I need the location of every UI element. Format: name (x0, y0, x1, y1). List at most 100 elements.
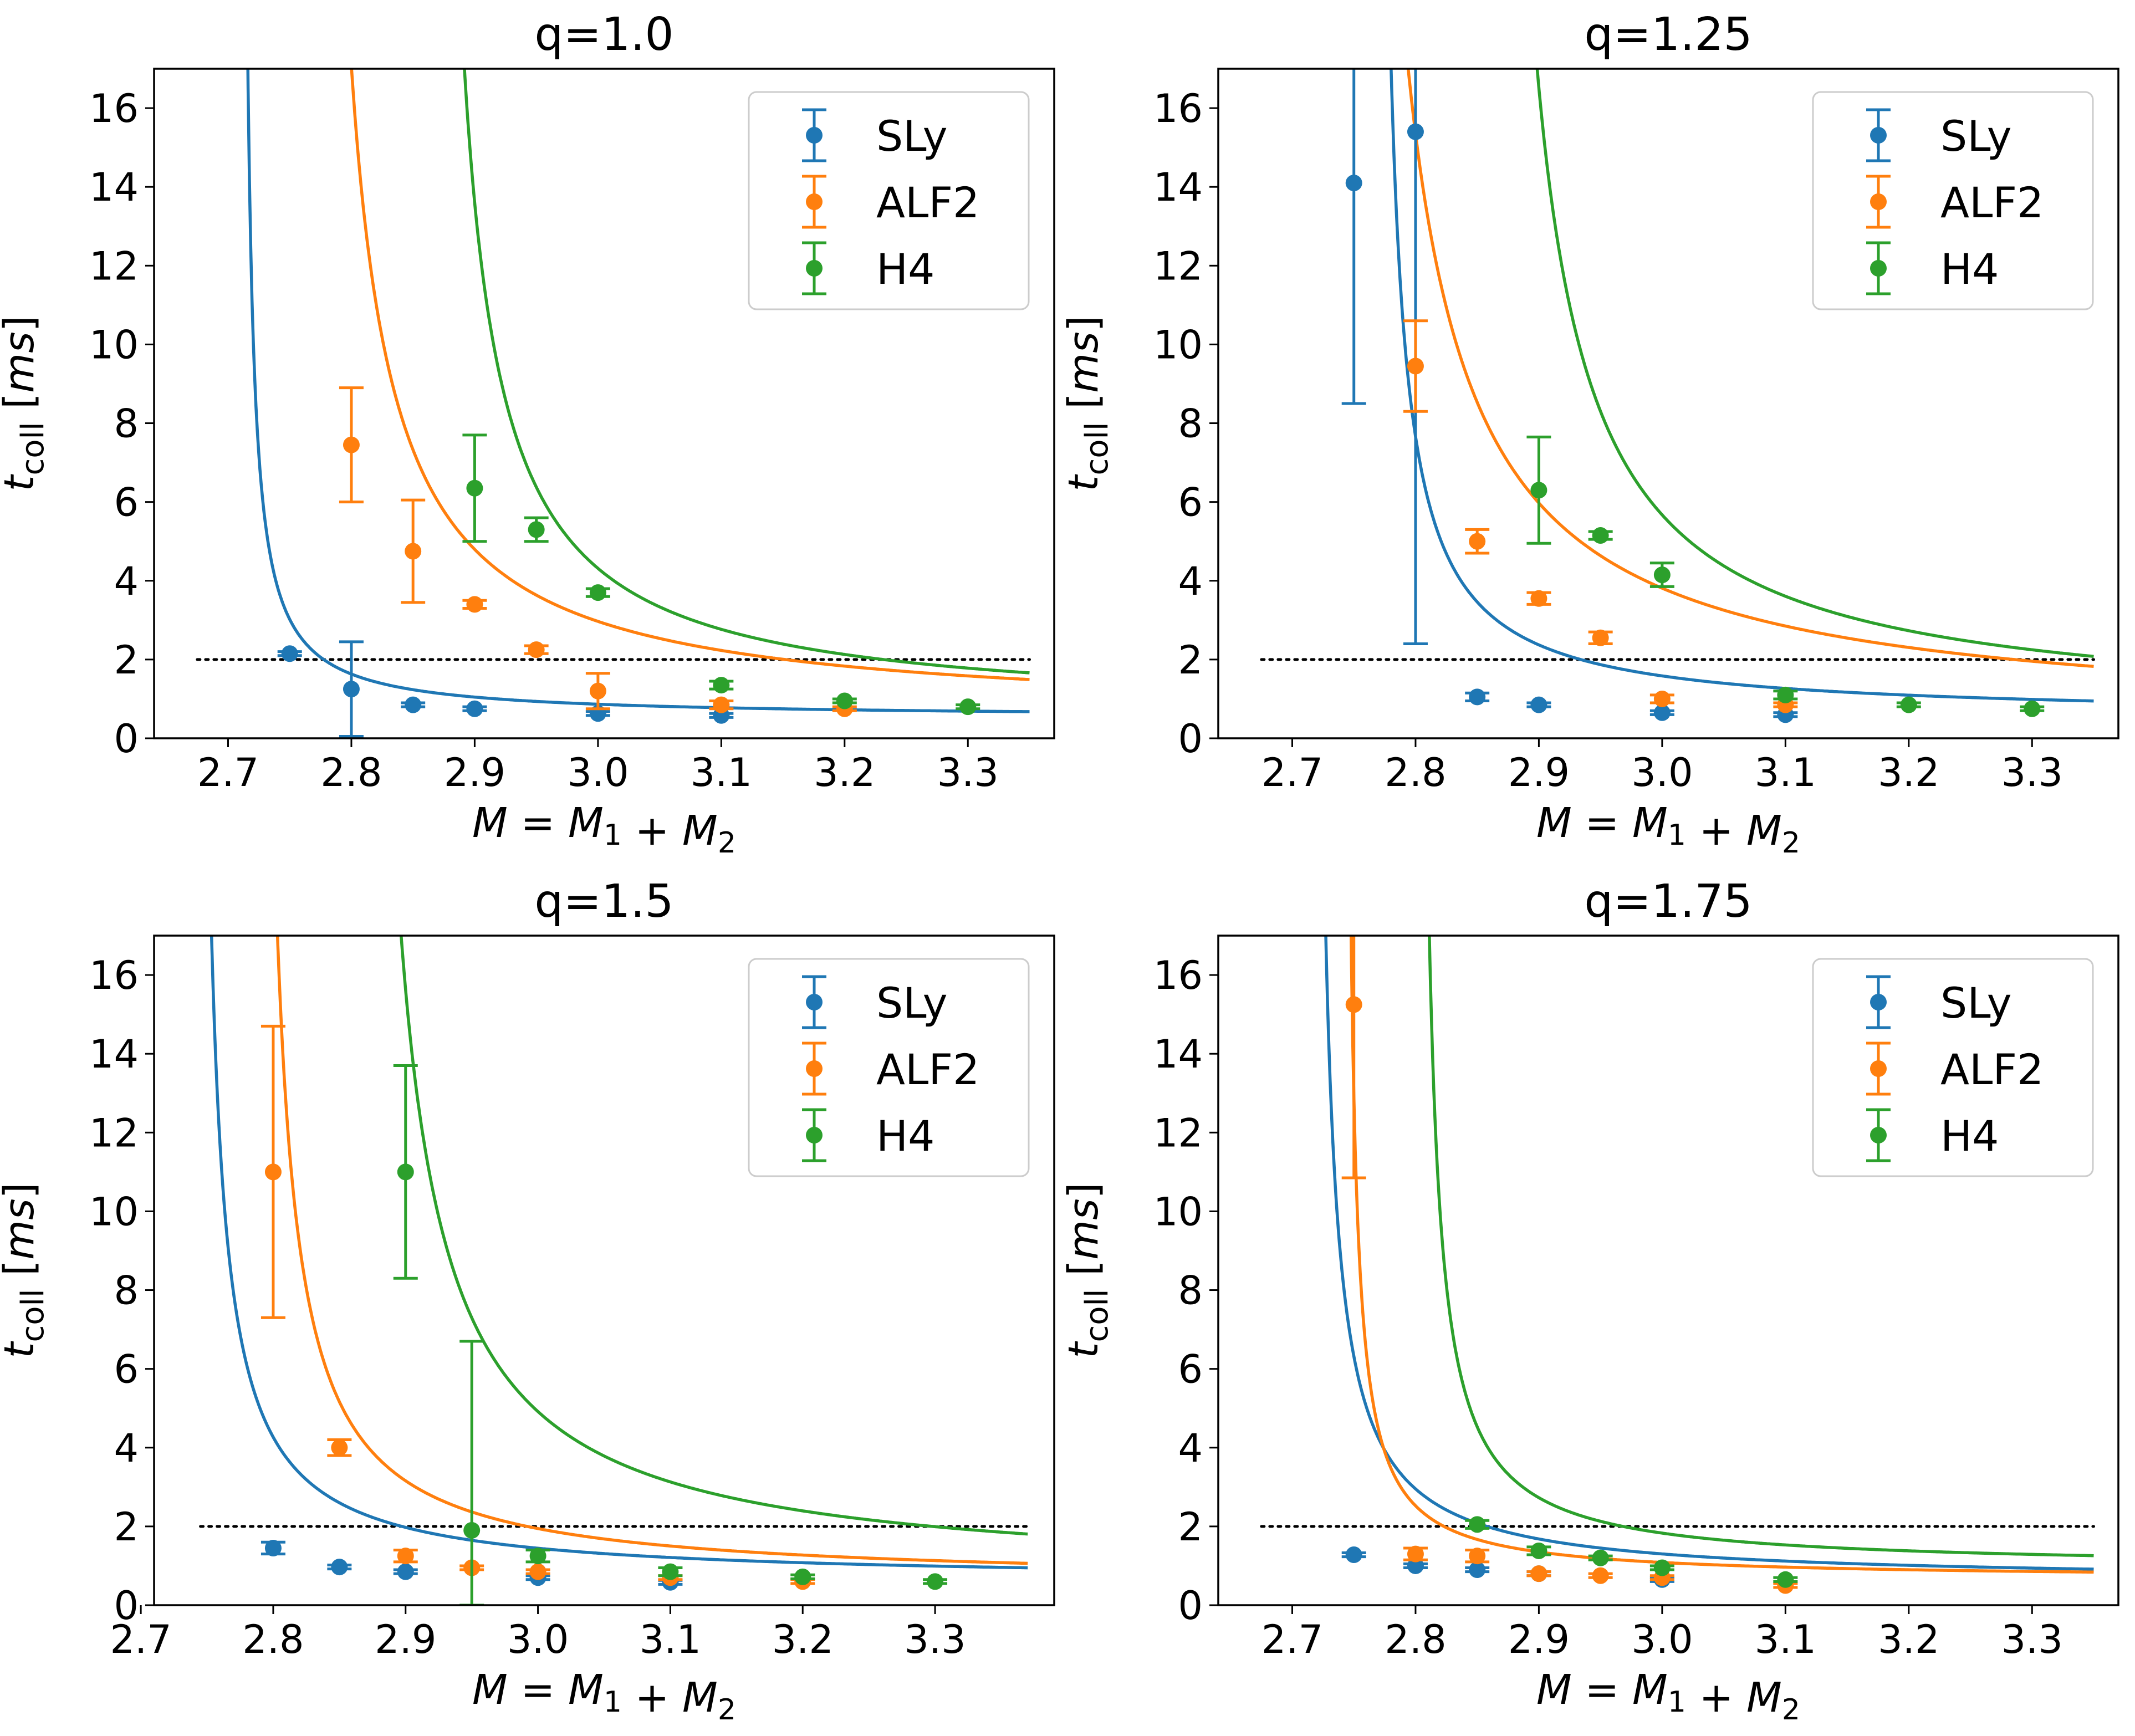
data-point-h4 (1526, 1542, 1551, 1559)
legend-marker (806, 193, 823, 210)
data-point-sly (261, 1539, 285, 1556)
legend-marker (1870, 193, 1887, 210)
data-point-sly (393, 1563, 418, 1580)
fit-curve-h4 (400, 936, 1028, 1536)
x-tick-label: 3.3 (937, 750, 999, 795)
fit-curve-sly (210, 936, 1028, 1570)
marker (1530, 1542, 1547, 1559)
legend-label-alf2: ALF2 (1940, 1045, 2044, 1094)
marker (1592, 1567, 1609, 1584)
y-tick-label: 10 (1153, 322, 1203, 367)
x-axis-label: M = M1 + M2 (472, 799, 736, 860)
marker (713, 677, 730, 694)
x-axis-label: M = M1 + M2 (1536, 799, 1800, 860)
y-axis-label: tcoll [ms] (1060, 1182, 1115, 1358)
y-tick-label: 8 (114, 401, 139, 447)
panel-4: q=1.75 2.7 2.8 2.9 3.0 3.1 3.2 3.3 0 2 4 6 8 10 12 14 16… (1060, 875, 2119, 1727)
legend-frame (1812, 91, 2094, 310)
marker (1407, 123, 1424, 140)
data-point-h4 (1649, 561, 1674, 588)
data-point-h4 (459, 1340, 484, 1605)
marker (1530, 482, 1547, 499)
data-point-sly (1649, 704, 1674, 721)
y-tick-label: 0 (1178, 716, 1203, 762)
marker (264, 1539, 282, 1556)
y-tick-label: 14 (1153, 165, 1203, 210)
x-axis-label: M = M1 + M2 (1536, 1666, 1800, 1727)
y-tick-label: 0 (114, 716, 139, 762)
x-tick-label: 3.2 (814, 750, 875, 795)
axes-frame (153, 935, 1055, 1606)
panel-3: q=1.5 2.7 2.8 2.9 3.0 3.1 3.2 3.3 0 2 4 6 8 10 12 14 16 M… (0, 875, 1055, 1727)
y-tick-label: 8 (114, 1268, 139, 1314)
legend-frame (1812, 958, 2094, 1177)
data-point-alf2 (1403, 1545, 1428, 1563)
data-point-sly (1403, 1557, 1428, 1574)
legend-label-h4: H4 (1940, 244, 1999, 294)
data-point-alf2 (1403, 319, 1428, 413)
marker (1592, 1549, 1609, 1566)
x-tick-label: 3.1 (1755, 750, 1816, 795)
y-axis-label: tcoll [ms] (0, 315, 51, 491)
x-tick-label: 3.2 (1878, 1617, 1939, 1662)
marker (794, 1568, 811, 1585)
y-tick-label: 6 (1178, 480, 1203, 525)
marker (959, 698, 977, 716)
data-point-alf2 (1588, 629, 1613, 646)
data-point-h4 (1465, 1516, 1490, 1533)
y-tick-label: 6 (114, 1347, 139, 1392)
y-axis-label: tcoll [ms] (0, 1182, 51, 1358)
x-tick-label: 2.9 (1508, 1617, 1570, 1662)
y-tick-label: 14 (89, 165, 139, 210)
marker (1592, 527, 1609, 544)
data-point-h4 (1649, 1559, 1674, 1576)
fit-curve-sly (246, 69, 1030, 713)
legend-label-sly: SLy (1940, 111, 2012, 161)
marker (1407, 358, 1424, 375)
marker (528, 641, 545, 658)
y-tick-label: 0 (114, 1583, 139, 1628)
y-tick-label: 8 (1178, 401, 1203, 447)
data-point-h4 (923, 1573, 948, 1590)
marker (1653, 1559, 1671, 1576)
data-point-h4 (2020, 700, 2045, 717)
legend-marker (1870, 1127, 1887, 1143)
marker (1653, 566, 1671, 584)
x-tick-label: 2.7 (1261, 1617, 1323, 1662)
data-point-h4 (1588, 1549, 1613, 1566)
data-point-h4 (1588, 527, 1613, 544)
y-tick-label: 4 (114, 559, 139, 604)
data-point-sly (327, 1559, 352, 1576)
marker (1345, 1546, 1362, 1564)
y-tick-label: 16 (89, 953, 139, 998)
y-tick-label: 10 (1153, 1189, 1203, 1234)
marker (1345, 175, 1362, 192)
marker (343, 681, 360, 698)
fit-curve-alf2 (275, 936, 1028, 1565)
x-tick-label: 2.8 (1385, 750, 1446, 795)
data-point-alf2 (1649, 690, 1674, 707)
chart-title: q=1.25 (1584, 8, 1752, 61)
legend-label-sly: SLy (1940, 978, 2012, 1028)
data-point-h4 (956, 698, 980, 716)
legend-marker (1870, 994, 1887, 1010)
x-tick-label: 2.8 (242, 1617, 304, 1662)
y-tick-label: 8 (1178, 1268, 1203, 1314)
data-point-alf2 (525, 1563, 550, 1580)
legend-label-alf2: ALF2 (1940, 178, 2044, 227)
data-point-h4 (393, 1064, 418, 1280)
x-tick-label: 2.9 (375, 1617, 436, 1662)
legend-marker (806, 260, 823, 277)
y-tick-label: 6 (114, 480, 139, 525)
data-point-h4 (658, 1563, 683, 1580)
y-tick-label: 10 (89, 1189, 139, 1234)
y-tick-label: 12 (1153, 1110, 1203, 1156)
legend-label-alf2: ALF2 (876, 1045, 979, 1094)
fit-curve-h4 (463, 69, 1030, 675)
legend: SLy ALF2 H4 (1812, 958, 2094, 1177)
data-point-h4 (524, 516, 549, 543)
data-point-sly (1526, 696, 1551, 713)
data-point-sly (1465, 688, 1490, 706)
legend-marker (1870, 127, 1887, 144)
legend-label-h4: H4 (876, 244, 935, 294)
